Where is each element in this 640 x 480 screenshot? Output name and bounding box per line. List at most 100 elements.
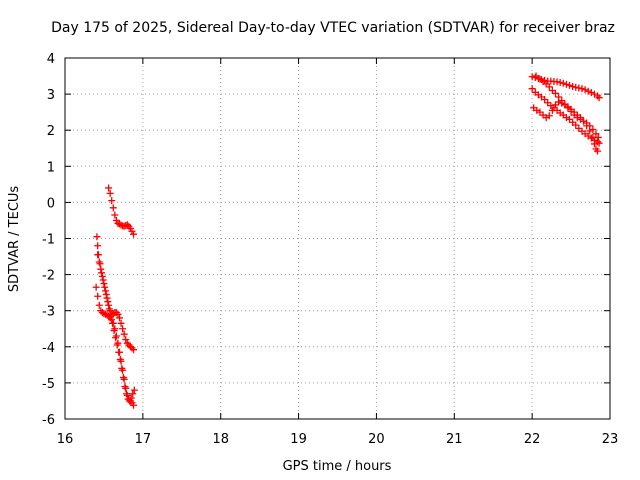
data-series: [528, 73, 603, 102]
data-point: [595, 94, 603, 102]
data-point: [558, 97, 566, 105]
data-point: [561, 100, 569, 108]
x-tick-label: 17: [135, 432, 152, 447]
x-tick-label: 21: [446, 432, 463, 447]
data-point: [578, 85, 586, 93]
data-point: [120, 375, 128, 383]
data-point: [594, 133, 602, 141]
data-series: [105, 184, 138, 238]
data-point: [541, 96, 549, 104]
data-point: [92, 283, 100, 291]
x-tick-label: 23: [602, 432, 619, 447]
data-points: [92, 72, 603, 409]
data-point: [130, 386, 138, 394]
data-point: [94, 292, 102, 300]
y-tick-label: -1: [42, 233, 55, 248]
data-point: [584, 87, 592, 95]
data-point: [120, 330, 128, 338]
data-point: [545, 83, 553, 91]
data-point: [94, 251, 102, 259]
data-point: [130, 401, 138, 409]
data-point: [95, 258, 103, 266]
data-series: [94, 251, 138, 354]
y-tick-label: -2: [42, 269, 55, 284]
data-point: [97, 265, 105, 273]
data-point: [108, 197, 116, 205]
data-point: [109, 319, 117, 327]
chart-title: Day 175 of 2025, Sidereal Day-to-day VTE…: [51, 20, 615, 36]
data-point: [103, 294, 111, 302]
data-point: [111, 211, 119, 219]
data-point: [587, 89, 595, 97]
data-point: [590, 140, 598, 148]
data-series: [93, 233, 138, 405]
data-point: [559, 79, 567, 87]
data-point: [105, 184, 113, 192]
data-point: [109, 204, 117, 212]
y-axis: -6 -5 -4 -3 -2 -1 0 1 2 3 4: [42, 52, 610, 428]
data-point: [531, 73, 539, 81]
data-point: [101, 283, 109, 291]
data-point: [94, 242, 102, 250]
data-point: [572, 121, 580, 129]
data-point: [589, 125, 597, 133]
data-point: [123, 392, 131, 400]
data-point: [572, 83, 580, 91]
data-point: [541, 76, 549, 84]
y-tick-label: -4: [42, 341, 55, 356]
data-point: [122, 384, 130, 392]
data-point: [117, 357, 125, 365]
data-point: [555, 93, 563, 101]
x-tick-label: 16: [57, 432, 74, 447]
data-point: [562, 80, 570, 88]
data-point: [119, 366, 127, 374]
data-point: [93, 233, 101, 241]
y-tick-label: -5: [42, 377, 55, 392]
data-point: [116, 348, 123, 356]
grid-lines: [65, 58, 610, 419]
data-series: [532, 72, 602, 141]
y-tick-label: 4: [47, 52, 55, 67]
x-tick-label: 18: [212, 432, 229, 447]
data-point: [130, 346, 138, 354]
data-point: [123, 221, 131, 229]
data-point: [109, 310, 117, 318]
data-point: [552, 89, 559, 97]
y-tick-label: -3: [42, 305, 55, 320]
data-point: [569, 83, 577, 91]
data-point: [106, 189, 114, 197]
data-point: [130, 230, 138, 238]
data-point: [129, 390, 137, 398]
y-tick-label: 3: [47, 88, 55, 103]
data-point: [528, 85, 536, 93]
x-axis-label: GPS time / hours: [283, 459, 392, 474]
x-tick-label: 20: [368, 432, 385, 447]
data-point: [102, 290, 110, 298]
data-point: [592, 130, 600, 138]
x-tick-label: 22: [524, 432, 541, 447]
x-tick-label: 19: [290, 432, 307, 447]
data-point: [112, 332, 120, 340]
y-tick-label: 0: [47, 196, 55, 211]
data-point: [545, 112, 553, 120]
data-point: [566, 81, 574, 89]
data-point: [104, 298, 112, 306]
data-point: [556, 79, 564, 87]
data-point: [98, 272, 106, 280]
data-point: [119, 325, 127, 333]
data-point: [586, 122, 594, 130]
data-point: [575, 84, 583, 92]
data-point: [114, 339, 122, 347]
data-series: [530, 98, 602, 155]
data-point: [581, 86, 589, 94]
data-point: [117, 319, 125, 327]
data-point: [99, 276, 107, 284]
data-point: [116, 314, 123, 322]
data-series: [92, 283, 138, 409]
data-point: [567, 107, 575, 115]
data-point: [122, 336, 130, 344]
data-point: [95, 301, 103, 309]
y-tick-label: 1: [47, 160, 55, 175]
data-point: [114, 310, 122, 318]
data-point: [564, 104, 572, 112]
